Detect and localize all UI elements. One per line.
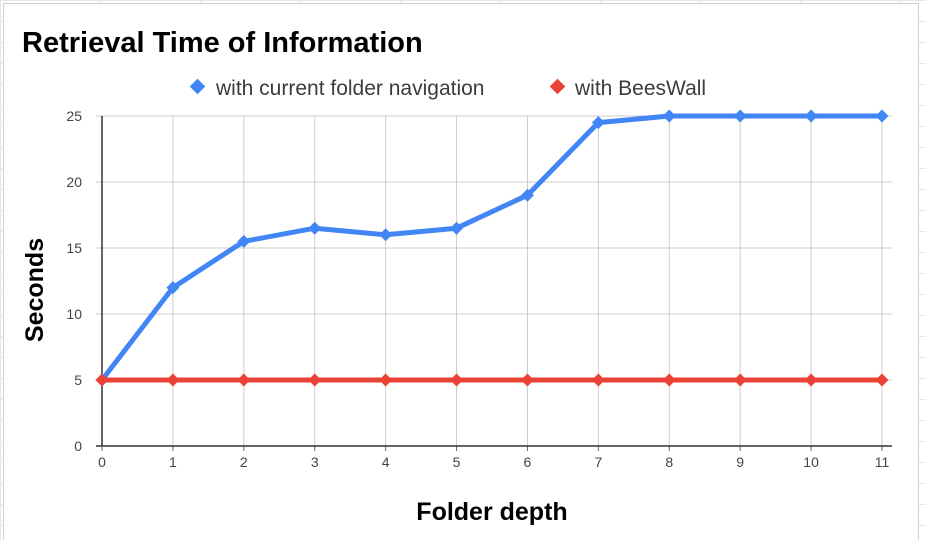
chart-card[interactable]: [3, 3, 919, 540]
legend-marker-current-navigation: [189, 78, 206, 95]
x-axis-title: Folder depth: [416, 498, 567, 526]
data-point-1[interactable]: [450, 373, 464, 387]
data-point-0[interactable]: [875, 109, 889, 123]
x-tick-label: 6: [524, 454, 532, 470]
y-axis-title: Seconds: [21, 238, 49, 342]
x-tick-label: 1: [169, 454, 177, 470]
x-tick-label: 11: [875, 454, 890, 470]
data-point-1[interactable]: [95, 373, 109, 387]
data-point-0[interactable]: [308, 221, 322, 235]
data-point-0[interactable]: [520, 188, 534, 202]
x-tick-label: 0: [98, 454, 106, 470]
y-tick-label: 10: [66, 306, 82, 322]
series-layer[interactable]: [95, 109, 889, 387]
data-point-0[interactable]: [662, 109, 676, 123]
y-tick-label: 15: [66, 240, 82, 256]
data-point-0[interactable]: [591, 116, 605, 130]
y-tick-labels: 0 5 10 15 20 25: [66, 108, 82, 454]
y-tick-label: 20: [66, 174, 82, 190]
series-line-0[interactable]: [99, 113, 885, 383]
x-tick-label: 9: [736, 454, 744, 470]
legend-label-beeswall: with BeesWall: [574, 77, 706, 100]
data-point-0[interactable]: [166, 281, 180, 295]
x-tick-labels: 0 1 2 3 4 5 6 7 8 9 10 11: [98, 454, 889, 470]
chart-title: Retrieval Time of Information: [22, 27, 423, 59]
data-point-1[interactable]: [379, 373, 393, 387]
x-tick-label: 4: [382, 454, 390, 470]
legend-marker-beeswall: [549, 78, 566, 95]
legend-entry-current[interactable]: with current folder navigation: [189, 77, 485, 100]
data-point-1[interactable]: [591, 373, 605, 387]
data-point-1[interactable]: [237, 373, 251, 387]
data-point-0[interactable]: [804, 109, 818, 123]
x-tick-label: 2: [240, 454, 248, 470]
data-point-0[interactable]: [237, 234, 251, 248]
x-tick-label: 10: [803, 454, 819, 470]
data-point-1[interactable]: [662, 373, 676, 387]
data-point-1[interactable]: [166, 373, 180, 387]
x-tick-label: 5: [453, 454, 461, 470]
data-point-1[interactable]: [308, 373, 322, 387]
x-tick-label: 7: [594, 454, 602, 470]
data-point-0[interactable]: [733, 109, 747, 123]
data-point-0[interactable]: [379, 228, 393, 242]
y-tick-label: 5: [74, 372, 82, 388]
data-point-0[interactable]: [450, 221, 464, 235]
legend-label-current-navigation: with current folder navigation: [215, 77, 484, 100]
data-point-1[interactable]: [804, 373, 818, 387]
axes: [96, 116, 892, 451]
x-tick-label: 8: [665, 454, 673, 470]
data-point-1[interactable]: [733, 373, 747, 387]
data-point-1[interactable]: [520, 373, 534, 387]
legend-entry-beeswall[interactable]: with BeesWall: [549, 77, 706, 100]
legend[interactable]: with current folder navigation with Bees…: [189, 77, 706, 100]
x-tick-label: 3: [311, 454, 319, 470]
y-tick-label: 0: [74, 438, 82, 454]
gridlines: [96, 115, 892, 446]
y-tick-label: 25: [66, 108, 82, 124]
data-point-1[interactable]: [875, 373, 889, 387]
